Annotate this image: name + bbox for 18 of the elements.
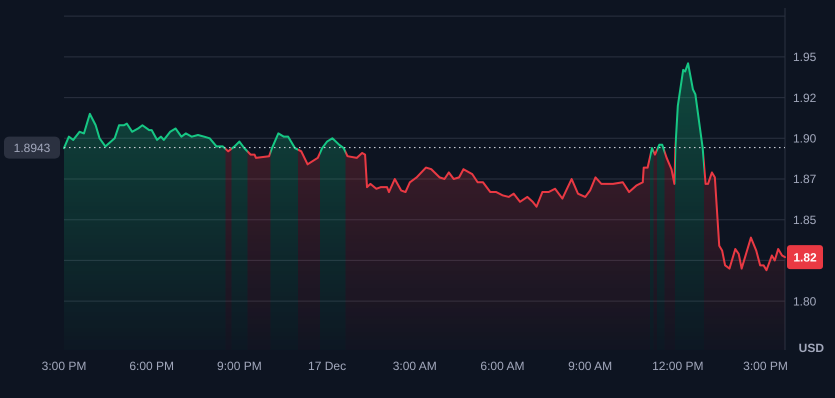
x-tick-label: 3:00 AM bbox=[392, 359, 437, 373]
y-tick-label: 1.95 bbox=[793, 50, 817, 64]
y-tick-label: 1.90 bbox=[793, 131, 817, 146]
x-tick-label: 3:00 PM bbox=[42, 359, 86, 373]
x-tick-label: 17 Dec bbox=[308, 359, 346, 373]
y-tick-label: 1.87 bbox=[793, 172, 817, 186]
x-tick-label: 12:00 PM bbox=[652, 359, 704, 373]
y-tick-label: 1.80 bbox=[793, 294, 817, 308]
x-tick-label: 3:00 PM bbox=[743, 359, 788, 373]
ref-line-label: 1.8943 bbox=[14, 140, 51, 155]
y-tick-label: 1.85 bbox=[793, 212, 817, 227]
y-tick-label: 1.92 bbox=[793, 90, 817, 105]
x-tick-label: 9:00 AM bbox=[568, 359, 612, 373]
x-tick-label: 9:00 PM bbox=[217, 359, 262, 373]
x-tick-label: 6:00 PM bbox=[129, 359, 174, 373]
x-tick-label: 6:00 AM bbox=[480, 359, 524, 373]
annotation: 1.82 bbox=[793, 250, 817, 264]
y-axis-title: USD bbox=[798, 341, 824, 355]
